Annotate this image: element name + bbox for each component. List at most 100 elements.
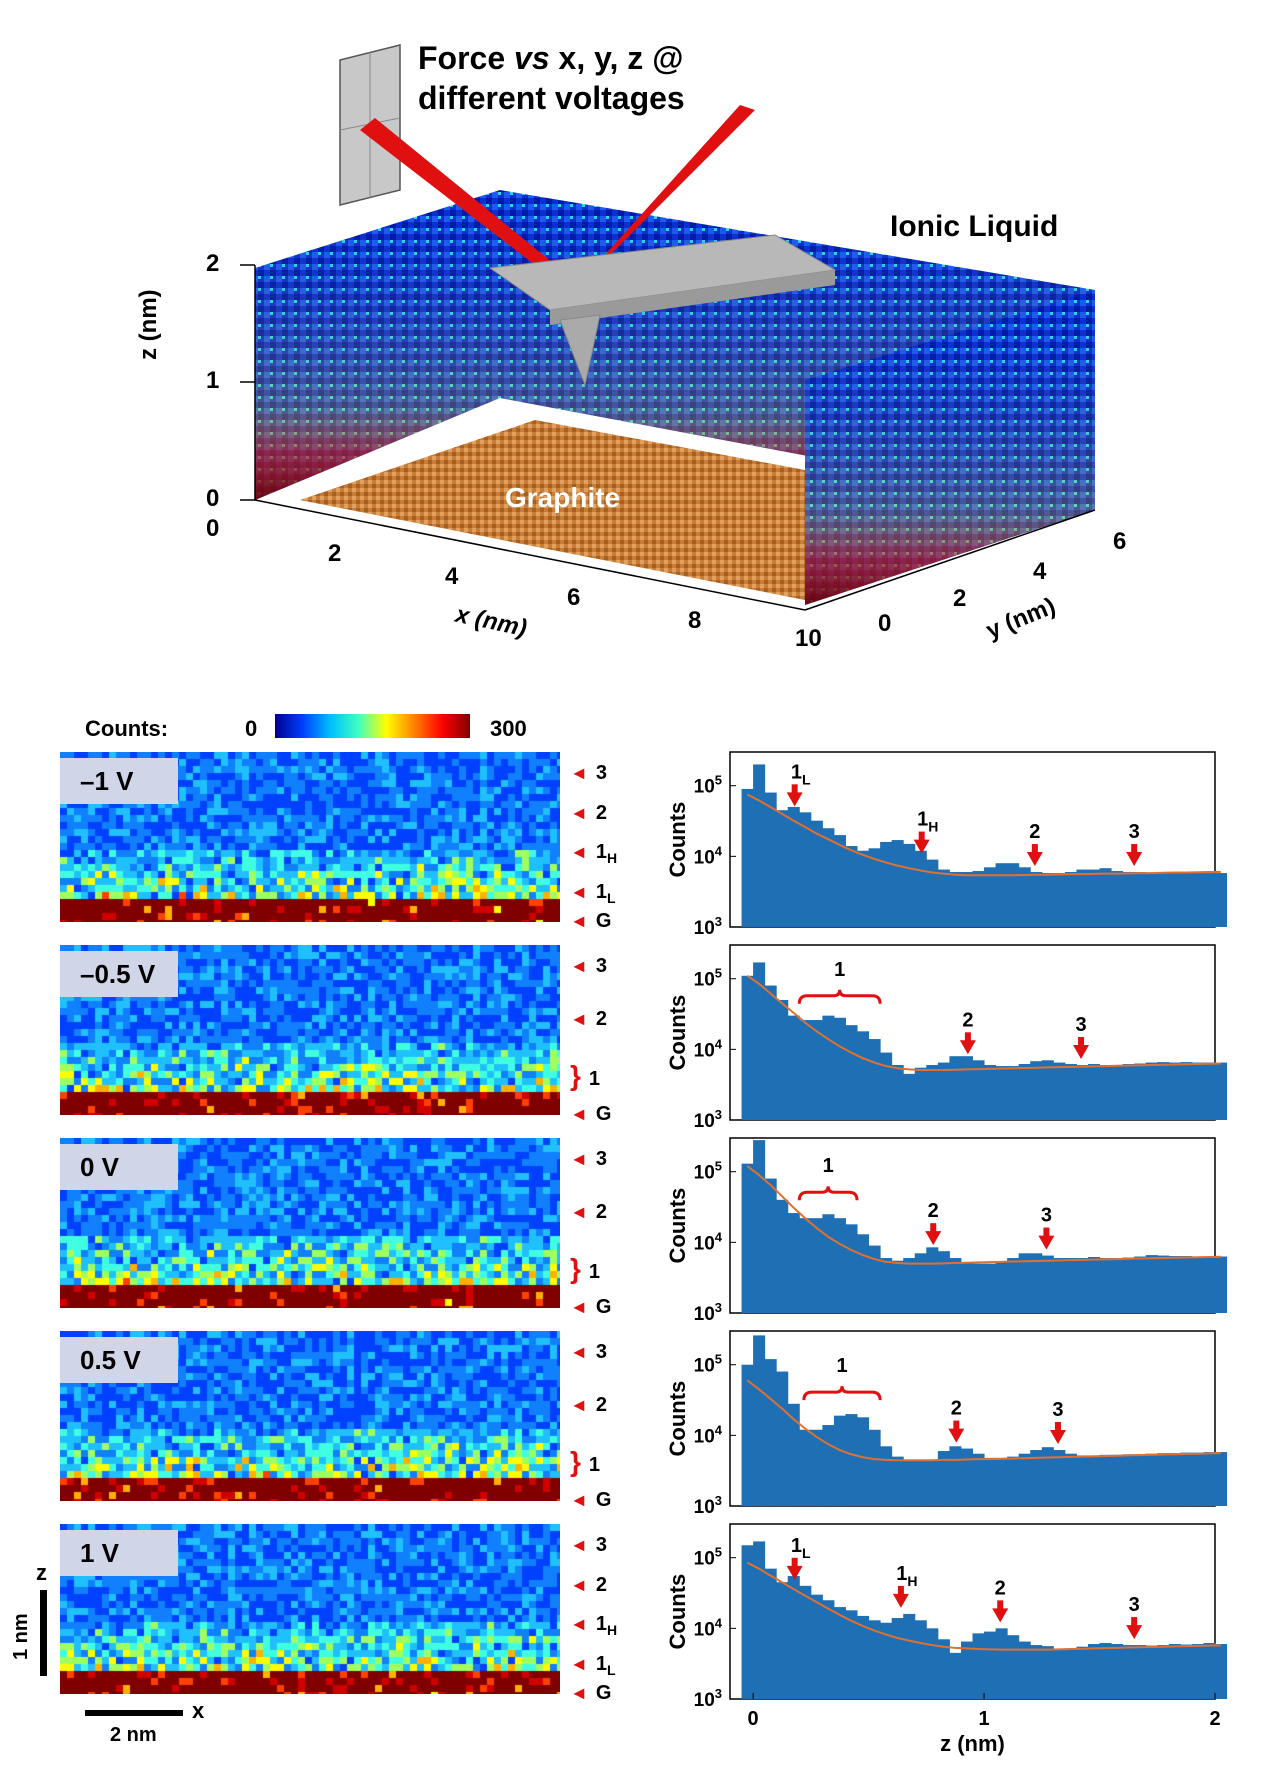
histogram-bar <box>1064 1453 1077 1506</box>
x-tick-label: 2 <box>1209 1708 1220 1730</box>
histogram-bar <box>799 1429 812 1506</box>
peak-arrow-icon <box>992 1608 1009 1623</box>
histogram-bar <box>753 764 766 927</box>
histogram-column: 105 104 103 Counts 1L 1H 2 3 105 104 103 Counts 1 2 3 1… <box>640 740 1280 1785</box>
bracket-icon <box>802 1385 882 1401</box>
histogram-bar <box>891 1456 904 1506</box>
histogram-bar <box>753 962 766 1120</box>
histogram-bar <box>787 1403 800 1506</box>
y-axis-label: Counts <box>665 1574 690 1650</box>
fit-curve <box>746 974 1221 1072</box>
histogram-bar <box>1099 868 1112 927</box>
histogram-bar <box>1122 1257 1135 1313</box>
histogram-bar <box>937 869 950 927</box>
histogram-bar <box>1122 1645 1135 1699</box>
histogram-bar <box>1111 1644 1124 1699</box>
peak-arrow-stem <box>791 784 798 794</box>
histogram-bar <box>1041 1447 1054 1506</box>
histogram-bar <box>787 806 800 927</box>
x-axis-label: z (nm) <box>940 1731 1005 1756</box>
layer-marker: ◄ G <box>570 1489 611 1512</box>
marker-text: 3 <box>595 955 607 977</box>
histogram-bar <box>1076 1646 1089 1699</box>
histogram-bar <box>857 1615 870 1699</box>
z-axis-label: z (nm) <box>135 289 162 360</box>
peak-arrow-stem <box>930 1223 937 1233</box>
peak-label: 3 <box>1041 1205 1052 1227</box>
histogram-bar <box>868 848 881 927</box>
histogram-bar <box>1168 1062 1181 1120</box>
histogram-bar <box>1111 1258 1124 1313</box>
peak-arrow-icon <box>925 1231 942 1246</box>
marker-text: 3 <box>595 1148 607 1170</box>
histogram-bar <box>1203 1256 1216 1313</box>
histogram-bar <box>1191 1452 1204 1506</box>
histogram-bar <box>1122 1454 1135 1506</box>
arrow-left-icon: ◄ <box>570 1149 588 1169</box>
y-tick-2: 2 <box>953 585 967 612</box>
histogram-bar <box>1064 872 1077 927</box>
histogram-bar <box>868 1039 881 1120</box>
histogram-bar <box>1018 1641 1031 1699</box>
histogram-bar <box>1064 1064 1077 1120</box>
y-axis-label: Counts <box>665 1188 690 1264</box>
histogram-bar <box>1041 1646 1054 1699</box>
peak-arrow-stem <box>997 1600 1004 1610</box>
peak-arrow-stem <box>1131 844 1138 854</box>
histogram-bar <box>833 1218 846 1313</box>
histogram-bar <box>1087 1644 1101 1699</box>
peak-arrow-icon <box>913 839 930 854</box>
histogram-bar <box>741 975 754 1120</box>
peak-arrow-stem <box>1054 1422 1061 1432</box>
layer-marker: ◄ 1H <box>570 1613 617 1638</box>
histogram-bar <box>799 1585 812 1699</box>
histogram-bar <box>972 1263 985 1313</box>
histogram-bar <box>868 1429 881 1506</box>
fit-curve <box>746 793 1221 877</box>
histogram-bar <box>833 835 846 927</box>
colorbar-min: 0 <box>245 716 258 741</box>
layer-marker: ◄ 1L <box>570 881 616 906</box>
histogram-bar <box>960 1262 973 1313</box>
histogram-bar <box>787 1576 800 1699</box>
histogram-bar <box>833 1607 846 1699</box>
marker-text: G <box>595 1682 612 1704</box>
histogram-bar <box>1180 1644 1193 1699</box>
histogram-bar <box>914 1067 927 1120</box>
histogram-bar <box>845 1224 858 1313</box>
histogram-bar <box>857 850 870 927</box>
histogram-bar <box>810 1594 823 1699</box>
histogram-bar <box>891 1065 904 1120</box>
histogram-bar <box>914 1459 927 1506</box>
voltage-label: –0.5 V <box>60 951 178 997</box>
histogram-bar <box>1041 1060 1054 1120</box>
histogram-bar <box>995 1628 1008 1699</box>
arrow-left-icon: ◄ <box>570 1683 588 1703</box>
histogram-bar <box>949 1446 962 1506</box>
histogram-bar <box>1168 1644 1181 1699</box>
histogram-bar <box>764 1568 777 1699</box>
brace-icon: } <box>570 1253 581 1285</box>
scale-z-text: 1 nm <box>10 1613 32 1660</box>
histogram-bar <box>741 1163 754 1313</box>
layer-marker: } 1 <box>570 1060 600 1092</box>
histogram-bar <box>880 1622 893 1699</box>
histogram-bar <box>926 1247 939 1313</box>
voltage-label: 1 V <box>60 1530 178 1576</box>
histogram-bar <box>810 1020 823 1120</box>
histogram-bar <box>845 1414 858 1506</box>
histogram-bar <box>1053 1258 1066 1313</box>
y-axis-label: Counts <box>665 1381 690 1457</box>
histogram-bar <box>776 1582 789 1699</box>
histogram-bar <box>1180 873 1193 927</box>
peak-arrow-stem <box>1078 1037 1085 1047</box>
title-vs: vs <box>514 40 550 76</box>
y-tick-label: 103 <box>694 914 722 939</box>
scale-x-bar <box>85 1710 183 1716</box>
marker-text: 1 <box>595 841 607 863</box>
peak-arrow-icon <box>786 792 803 807</box>
histogram-bar <box>822 1600 835 1699</box>
histogram-bar <box>1191 1644 1204 1699</box>
histogram-bar <box>1007 1066 1020 1120</box>
y-tick-label: 104 <box>694 1229 723 1254</box>
